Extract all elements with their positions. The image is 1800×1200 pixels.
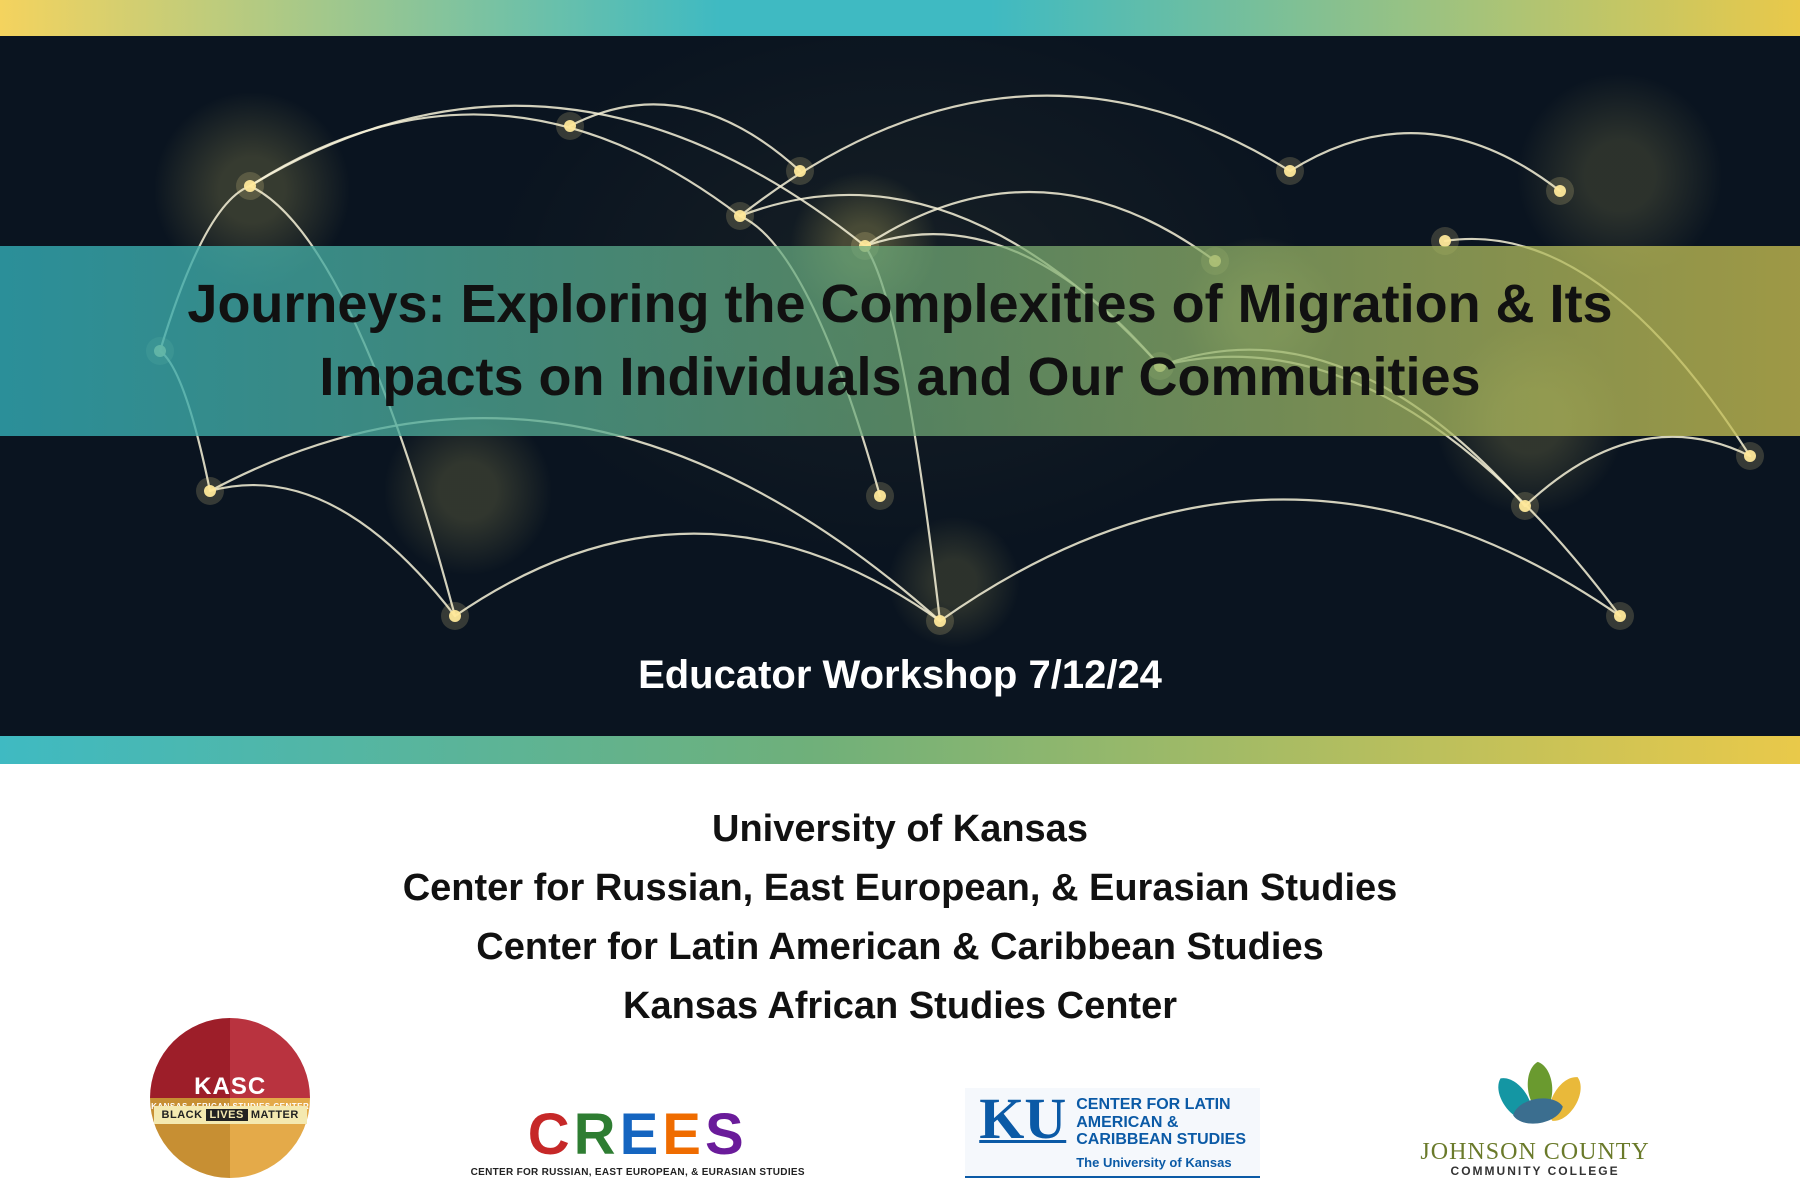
jccc-l1: JOHNSON COUNTY [1420, 1139, 1649, 1166]
logo-row: KASC KANSAS AFRICAN STUDIES CENTER BLACK… [0, 1018, 1800, 1178]
crees-letters: CREES [528, 1109, 748, 1161]
clacs-text: CENTER FOR LATIN AMERICAN & CARIBBEAN ST… [1076, 1096, 1246, 1170]
blm-mid: LIVES [206, 1109, 248, 1121]
org-line-3: Center for Latin American & Caribbean St… [60, 918, 1740, 977]
blm-pre: BLACK [162, 1109, 203, 1121]
workshop-subtitle: Educator Workshop 7/12/24 [0, 653, 1800, 698]
clacs-box: KU CENTER FOR LATIN AMERICAN & CARIBBEAN… [965, 1088, 1260, 1178]
clacs-ku: KU [979, 1096, 1066, 1142]
bottom-gradient-bar [0, 736, 1800, 764]
jccc-leaves-icon [1460, 1049, 1610, 1139]
blm-post: MATTER [251, 1109, 299, 1121]
kasc-logo: KASC KANSAS AFRICAN STUDIES CENTER BLACK… [150, 1018, 310, 1178]
jccc-l2: COMMUNITY COLLEGE [1420, 1164, 1649, 1178]
clacs-logo: KU CENTER FOR LATIN AMERICAN & CARIBBEAN… [965, 1088, 1260, 1178]
clacs-l3: CARIBBEAN STUDIES [1076, 1131, 1246, 1149]
main-title: Journeys: Exploring the Complexities of … [80, 268, 1720, 414]
org-line-2: Center for Russian, East European, & Eur… [60, 859, 1740, 918]
clacs-uni: The University of Kansas [1076, 1155, 1246, 1170]
organizations-list: University of Kansas Center for Russian,… [0, 764, 1800, 1036]
crees-subtitle: CENTER FOR RUSSIAN, EAST EUROPEAN, & EUR… [471, 1167, 805, 1178]
jccc-text: JOHNSON COUNTY COMMUNITY COLLEGE [1420, 1139, 1649, 1178]
kasc-blm-badge: BLACKLIVESMATTER [154, 1106, 307, 1124]
crees-logo: CREES CENTER FOR RUSSIAN, EAST EUROPEAN,… [471, 1109, 805, 1178]
hero-banner: Journeys: Exploring the Complexities of … [0, 36, 1800, 736]
top-gradient-bar [0, 0, 1800, 36]
clacs-l2: AMERICAN & [1076, 1114, 1246, 1132]
kasc-abbr: KASC [194, 1073, 266, 1101]
clacs-l1: CENTER FOR LATIN [1076, 1096, 1246, 1114]
kasc-circle: KASC KANSAS AFRICAN STUDIES CENTER BLACK… [150, 1018, 310, 1178]
jccc-logo: JOHNSON COUNTY COMMUNITY COLLEGE [1420, 1049, 1649, 1178]
title-band: Journeys: Exploring the Complexities of … [0, 246, 1800, 436]
org-line-1: University of Kansas [60, 800, 1740, 859]
